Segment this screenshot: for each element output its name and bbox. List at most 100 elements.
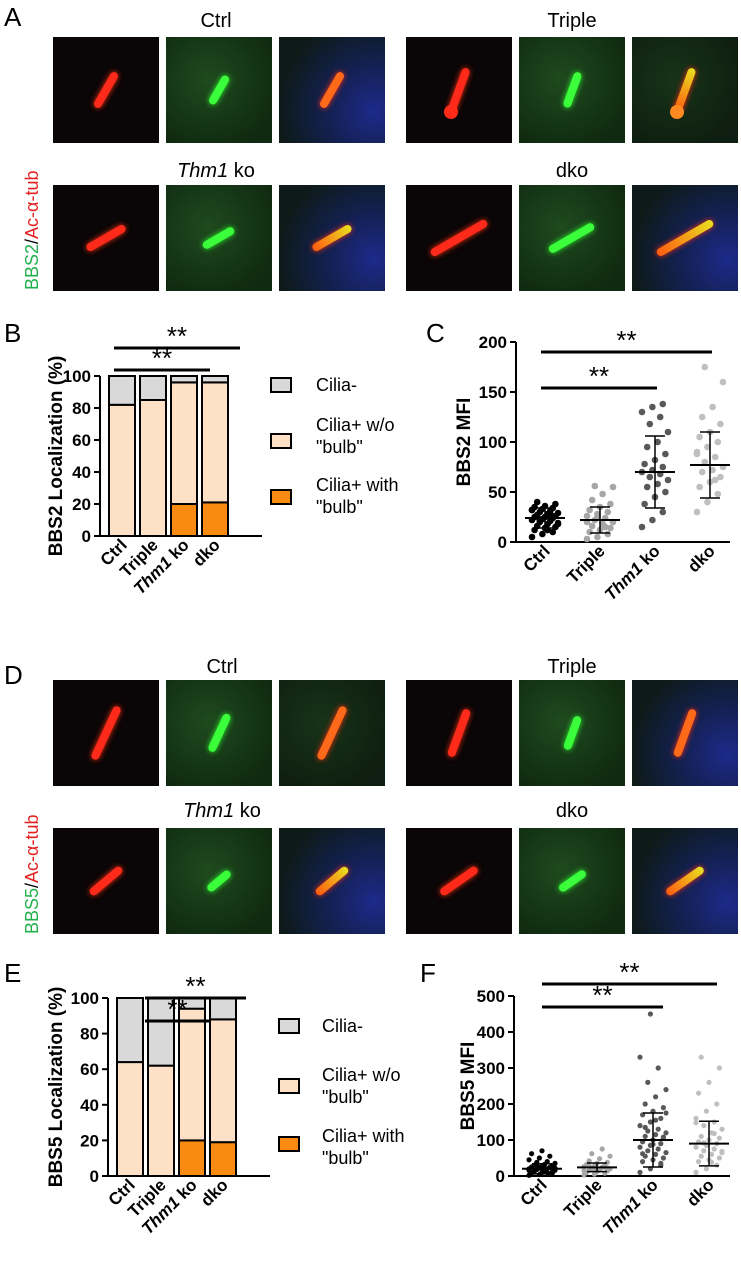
legend-e-no-bulb-1: Cilia+ w/o	[322, 1065, 401, 1085]
panel-d-dko-merge	[632, 828, 738, 934]
chart-f-point-3-19	[719, 1126, 725, 1132]
chart-f-point-2-3	[640, 1159, 646, 1165]
chart-e-ytick-label-4: 80	[80, 1025, 99, 1044]
chart-c-point-2-9	[646, 473, 654, 481]
chart-f-point-2-41	[663, 1110, 669, 1116]
chart-f-point-2-13	[658, 1141, 664, 1147]
chart-f-point-3-9	[701, 1148, 707, 1154]
chart-c-point-3-19	[719, 378, 727, 386]
panel-a-title-ctrl: Ctrl	[200, 10, 232, 32]
chart-e-bar-2-seg-1	[178, 1007, 206, 1142]
chart-c-sig-label-1: **	[616, 325, 636, 355]
chart-b-bar-0-seg-1	[108, 403, 136, 537]
chart-c-sig-label-0: **	[589, 361, 609, 391]
panel-a-ctrl-merge	[279, 37, 385, 143]
chart-f-point-2-0	[637, 1169, 643, 1175]
chart-f-ytick-label-0: 0	[496, 1167, 505, 1186]
chart-b-bar-2-seg-1	[170, 381, 198, 505]
legend-b-bulb-2: "bulb"	[316, 497, 363, 517]
chart-f-point-3-7	[709, 1151, 715, 1157]
legend-b-swatch-bulb	[270, 489, 292, 505]
chart-c-point-3-13	[714, 438, 722, 446]
chart-c-point-2-6	[643, 483, 651, 491]
chart-e-bar-3-seg-1	[209, 1018, 237, 1144]
panel-d-ctrl-green	[166, 680, 272, 786]
chart-e-ylabel: BBS5 Localization (%)	[46, 987, 67, 1188]
chart-c-point-0-0	[528, 533, 536, 541]
chart-f-point-2-9	[645, 1148, 651, 1154]
chart-c-point-1-3	[586, 528, 593, 536]
chart-b-ylabel: BBS2 Localization (%)	[46, 356, 67, 557]
chart-c-point-2-8	[664, 476, 672, 484]
chart-c-point-2-19	[664, 428, 672, 436]
panel-a-triple-green	[519, 37, 625, 143]
chart-f-point-2-10	[655, 1146, 661, 1152]
panel-a-dko-merge	[632, 185, 738, 291]
chart-c-point-3-21	[711, 476, 719, 484]
chart-f-point-3-23	[703, 1108, 710, 1114]
chart-c-point-1-20	[591, 482, 599, 490]
chart-f-point-3-27	[716, 1065, 723, 1071]
legend-e-swatch-bulb	[278, 1136, 300, 1152]
panel-d-dko-red	[406, 828, 512, 934]
chart-f-point-3-1	[703, 1166, 710, 1172]
chart-f-point-2-32	[655, 1065, 661, 1071]
chart-b-ytick-label-4: 80	[72, 399, 91, 418]
chart-c-xtick-label-3: dko	[684, 541, 719, 576]
chart-c-point-2-13	[659, 463, 667, 471]
chart-c-xtick-label-0: Ctrl	[520, 541, 554, 575]
chart-c-point-0-33	[528, 506, 536, 514]
legend-e-no-bulb-2: "bulb"	[322, 1087, 369, 1107]
chart-b-ytick-label-3: 60	[72, 431, 91, 450]
chart-e-xtick-label-3: dko	[197, 1175, 232, 1210]
chart-f-point-2-17	[642, 1133, 648, 1139]
chart-f-point-2-35	[658, 1160, 664, 1166]
chart-c-point-3-5	[717, 473, 724, 481]
chart-f-point-3-30	[719, 1148, 725, 1155]
chart-c-point-3-9	[701, 458, 709, 466]
chart-b-bar-0-seg-2	[108, 375, 136, 406]
chart-c-point-1-5	[607, 524, 614, 532]
chart-b-bar-1-seg-1	[139, 399, 167, 537]
chart-b-ytick-label-0: 0	[82, 527, 91, 546]
chart-e-ytick-label-1: 20	[80, 1131, 99, 1150]
panel-d-thm1ko-red	[53, 828, 159, 934]
chart-e-sig-label-1: **	[185, 971, 205, 1001]
chart-f-sig-label-1: **	[619, 957, 639, 987]
chart-c-point-2-22	[638, 408, 646, 416]
legend-b-bulb-1: Cilia+ with	[316, 475, 399, 495]
chart-f-point-2-31	[645, 1079, 651, 1085]
panel-a-title-dko: dko	[555, 160, 589, 182]
chart-c-point-3-14	[696, 433, 703, 441]
chart-f-point-0-23	[536, 1155, 543, 1161]
panel-a-title-triple: Triple	[547, 10, 597, 32]
chart-f-point-2-22	[637, 1123, 643, 1129]
chart-f-point-3-29	[709, 1159, 715, 1165]
chart-c-point-2-24	[659, 400, 667, 408]
chart-f-point-2-33	[637, 1054, 643, 1060]
chart-c-point-0-19	[554, 509, 562, 517]
chart-f-point-3-22	[693, 1115, 699, 1121]
chart-f-point-2-11	[637, 1144, 643, 1150]
chart-b-bar-3-seg-1	[201, 381, 229, 504]
chart-c-point-3-17	[698, 413, 706, 421]
chart-f-ytick-label-3: 300	[477, 1059, 505, 1078]
panel-d-thm1ko-green	[166, 828, 272, 934]
chart-e-bar-0-seg-1	[116, 1061, 144, 1177]
chart-f-point-3-0	[693, 1169, 699, 1175]
chart-c-point-1-16	[607, 500, 614, 508]
chart-f-point-0-25	[529, 1151, 535, 1157]
legend-b-no-bulb-2: "bulb"	[316, 437, 363, 457]
panel-a-dko-red	[406, 185, 512, 291]
chart-f-point-3-28	[698, 1054, 704, 1060]
chart-e-bar-3-seg-0	[209, 1141, 237, 1178]
chart-c-xtick-label-2: Thm1 ko	[601, 541, 664, 604]
chart-f-point-2-8	[663, 1150, 669, 1156]
chart-c-point-1-23	[594, 513, 601, 521]
panel-d-ctrl-merge	[279, 680, 385, 786]
chart-f-point-1-19	[607, 1153, 613, 1159]
panel-d-triple-merge	[632, 680, 738, 786]
chart-e-sig-label-0: **	[167, 994, 187, 1024]
chart-b-bar-2-seg-2	[170, 375, 198, 384]
chart-f-point-2-23	[647, 1119, 654, 1125]
